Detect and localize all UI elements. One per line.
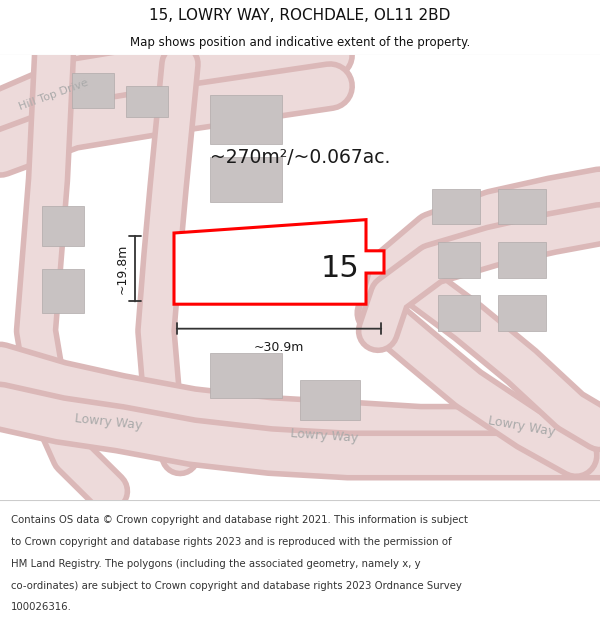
Polygon shape xyxy=(210,158,282,202)
Polygon shape xyxy=(438,242,480,278)
Polygon shape xyxy=(498,189,546,224)
Text: 100026316.: 100026316. xyxy=(11,602,71,612)
Polygon shape xyxy=(42,269,84,313)
Text: to Crown copyright and database rights 2023 and is reproduced with the permissio: to Crown copyright and database rights 2… xyxy=(11,537,451,547)
Text: Lowry Way: Lowry Way xyxy=(487,414,557,439)
Text: Hill Top Drive: Hill Top Drive xyxy=(18,78,90,112)
Polygon shape xyxy=(432,189,480,224)
Polygon shape xyxy=(498,242,546,278)
Polygon shape xyxy=(42,206,84,246)
Text: 15: 15 xyxy=(321,254,360,282)
Text: Lowry Way: Lowry Way xyxy=(74,412,142,432)
Text: HM Land Registry. The polygons (including the associated geometry, namely x, y: HM Land Registry. The polygons (includin… xyxy=(11,559,421,569)
Text: Contains OS data © Crown copyright and database right 2021. This information is : Contains OS data © Crown copyright and d… xyxy=(11,515,468,525)
Polygon shape xyxy=(72,72,114,108)
Polygon shape xyxy=(498,295,546,331)
Polygon shape xyxy=(126,86,168,118)
Text: co-ordinates) are subject to Crown copyright and database rights 2023 Ordnance S: co-ordinates) are subject to Crown copyr… xyxy=(11,581,461,591)
Text: Map shows position and indicative extent of the property.: Map shows position and indicative extent… xyxy=(130,36,470,49)
Polygon shape xyxy=(210,353,282,398)
Polygon shape xyxy=(174,219,384,304)
Polygon shape xyxy=(300,380,360,420)
Text: ~270m²/~0.067ac.: ~270m²/~0.067ac. xyxy=(210,148,390,167)
Polygon shape xyxy=(210,95,282,144)
Text: 15, LOWRY WAY, ROCHDALE, OL11 2BD: 15, LOWRY WAY, ROCHDALE, OL11 2BD xyxy=(149,8,451,23)
Text: ~30.9m: ~30.9m xyxy=(254,341,304,354)
Text: ~19.8m: ~19.8m xyxy=(115,243,128,294)
Polygon shape xyxy=(438,295,480,331)
Text: Lowry Way: Lowry Way xyxy=(290,427,358,444)
